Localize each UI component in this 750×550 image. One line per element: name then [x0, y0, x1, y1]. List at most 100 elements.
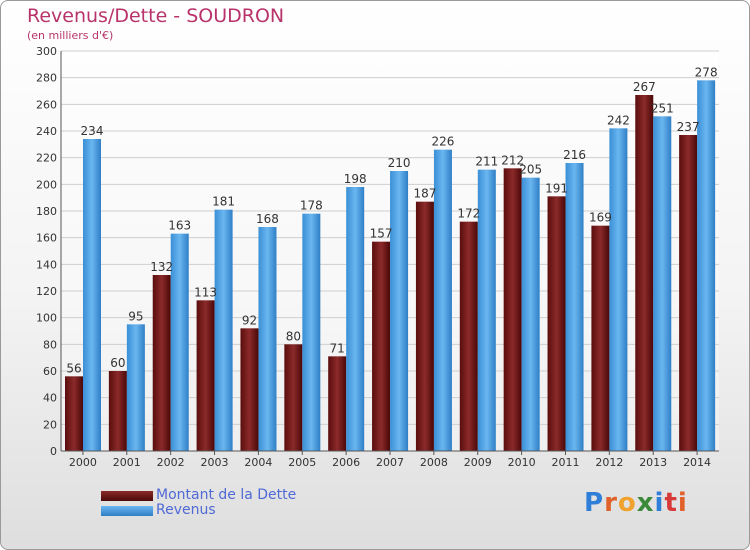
data-label-revenue: 216	[563, 148, 586, 162]
data-label-debt: 169	[589, 211, 612, 225]
bar-debt	[503, 168, 522, 452]
data-label-debt: 92	[242, 313, 257, 327]
data-label-revenue: 163	[168, 219, 191, 233]
data-label-debt: 187	[413, 187, 436, 201]
data-label-debt: 56	[66, 361, 81, 375]
x-tick-label: 2014	[683, 456, 711, 469]
data-label-revenue: 168	[256, 212, 279, 226]
x-tick-label: 2012	[595, 456, 623, 469]
logo-letter: r	[604, 488, 618, 518]
data-label-debt: 132	[150, 260, 173, 274]
x-tick-label: 2013	[639, 456, 667, 469]
data-label-debt: 113	[194, 285, 217, 299]
bar-debt	[547, 196, 566, 451]
data-label-debt: 71	[330, 341, 345, 355]
logo-letter: o	[617, 488, 637, 518]
legend-label-revenue: Revenus	[156, 502, 216, 518]
x-tick-label: 2011	[551, 456, 579, 469]
axis-layer: 0 20 40 60 80 100 120 140 160 180 200 220 240 260 280 3…	[36, 45, 719, 469]
bar-debt	[635, 95, 654, 451]
legend-swatch-revenue	[101, 506, 153, 516]
y-tick-label: 240	[36, 125, 57, 138]
data-label-debt: 80	[286, 329, 301, 343]
y-tick-label: 280	[36, 72, 57, 85]
y-tick-label: 0	[50, 445, 57, 458]
labels-layer: 56 234 60 95 132 163 113 181 92 168 80 178 71 198 157 2…	[66, 65, 717, 375]
y-tick-label: 140	[36, 258, 57, 271]
bar-revenue	[609, 128, 628, 451]
data-label-debt: 157	[370, 227, 393, 241]
x-tick-label: 2005	[288, 456, 316, 469]
bar-debt	[152, 275, 171, 451]
bar-debt	[591, 225, 610, 451]
x-tick-label: 2010	[508, 456, 536, 469]
x-tick-label: 2007	[376, 456, 404, 469]
legend-swatch-debt	[101, 491, 153, 501]
proxiti-logo: Proxiti	[584, 488, 688, 518]
data-label-revenue: 198	[344, 172, 367, 186]
bar-debt	[459, 221, 478, 451]
data-label-revenue: 278	[695, 65, 718, 79]
x-tick-label: 2009	[464, 456, 492, 469]
logo-letter: P	[584, 488, 605, 518]
chart-title: Revenus/Dette - SOUDRON	[27, 5, 285, 27]
x-tick-label: 2002	[157, 456, 185, 469]
y-tick-label: 80	[43, 338, 57, 351]
chart-subtitle: (en milliers d'€)	[27, 29, 114, 42]
bar-revenue	[521, 177, 540, 451]
legend-label-debt: Montant de la Dette	[156, 487, 297, 503]
data-label-revenue: 178	[300, 199, 323, 213]
y-tick-label: 300	[36, 45, 57, 58]
bar-debt	[284, 344, 303, 451]
data-label-revenue: 226	[431, 135, 454, 149]
bar-revenue	[126, 324, 145, 451]
bar-debt	[679, 135, 698, 451]
bar-revenue	[390, 171, 409, 451]
x-tick-label: 2003	[201, 456, 229, 469]
bar-revenue	[302, 213, 321, 451]
data-label-debt: 212	[501, 153, 524, 167]
bar-debt	[328, 356, 347, 451]
bar-debt	[372, 241, 391, 451]
logo-letter: t	[664, 488, 678, 518]
data-label-revenue: 242	[607, 113, 630, 127]
data-label-debt: 237	[677, 120, 700, 134]
x-tick-label: 2006	[332, 456, 360, 469]
y-tick-label: 260	[36, 98, 57, 111]
data-label-revenue: 210	[388, 156, 411, 170]
bar-revenue	[83, 139, 101, 451]
y-tick-label: 60	[43, 365, 57, 378]
logo-letter: i	[677, 488, 688, 518]
y-tick-label: 160	[36, 232, 57, 245]
bar-revenue	[170, 233, 189, 451]
bar-revenue	[214, 209, 233, 451]
y-tick-label: 20	[43, 418, 57, 431]
data-label-debt: 267	[633, 80, 656, 94]
y-tick-label: 100	[36, 312, 57, 325]
data-label-revenue: 234	[81, 124, 104, 138]
x-tick-label: 2001	[113, 456, 141, 469]
bar-revenue	[565, 163, 584, 451]
logo-letter: i	[654, 488, 665, 518]
data-label-revenue: 181	[212, 195, 235, 209]
bar-debt	[108, 371, 127, 451]
bar-debt	[196, 300, 215, 451]
data-label-revenue: 211	[475, 155, 498, 169]
bar-debt	[240, 328, 259, 451]
data-label-revenue: 95	[128, 309, 143, 323]
bar-revenue	[477, 169, 496, 451]
data-label-debt: 172	[457, 207, 480, 221]
x-tick-label: 2008	[420, 456, 448, 469]
bar-debt	[65, 376, 83, 451]
logo-letter: x	[636, 488, 655, 518]
bar-debt	[415, 201, 434, 451]
y-tick-label: 40	[43, 392, 57, 405]
y-tick-label: 120	[36, 285, 57, 298]
bar-revenue	[258, 227, 277, 451]
data-label-revenue: 251	[651, 101, 674, 115]
bar-revenue	[697, 80, 716, 451]
x-tick-label: 2004	[244, 456, 272, 469]
bar-revenue	[653, 116, 672, 451]
